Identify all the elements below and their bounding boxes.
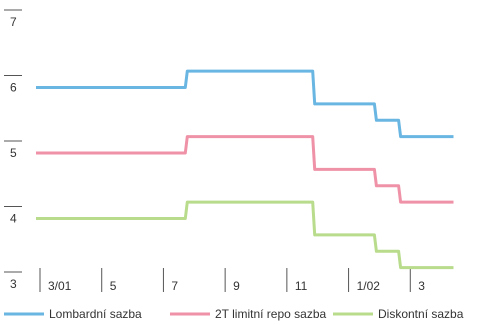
legend-label: 2T limitní repo sazba [215, 307, 326, 321]
x-tick-label: 11 [295, 279, 308, 293]
y-tick-label: 3 [10, 277, 17, 291]
legend-label: Lombardní sazba [49, 307, 142, 321]
y-tick-label: 5 [10, 146, 17, 160]
y-tick-label: 6 [10, 81, 17, 95]
x-tick-label: 5 [110, 279, 117, 293]
legend: Lombardní sazba 2T limitní repo sazba Disk… [4, 307, 464, 321]
series-line-0 [36, 69, 454, 139]
y-axis: 3 4 5 6 7 [4, 9, 22, 291]
series-line-1 [36, 135, 454, 204]
y-tick-label: 7 [10, 15, 17, 29]
x-tick-label: 3 [418, 279, 425, 293]
x-tick-label: 3/01 [48, 279, 72, 293]
x-tick-label: 1/02 [357, 279, 381, 293]
x-tick-label: 9 [233, 279, 240, 293]
y-tick-label: 4 [10, 212, 17, 226]
series-layer [36, 69, 454, 270]
x-axis: 3/01 5 7 9 11 1/02 3 [39, 268, 425, 293]
x-tick-label: 7 [171, 279, 178, 293]
series-line-2 [36, 200, 454, 270]
legend-label: Diskontní sazba [378, 307, 464, 321]
